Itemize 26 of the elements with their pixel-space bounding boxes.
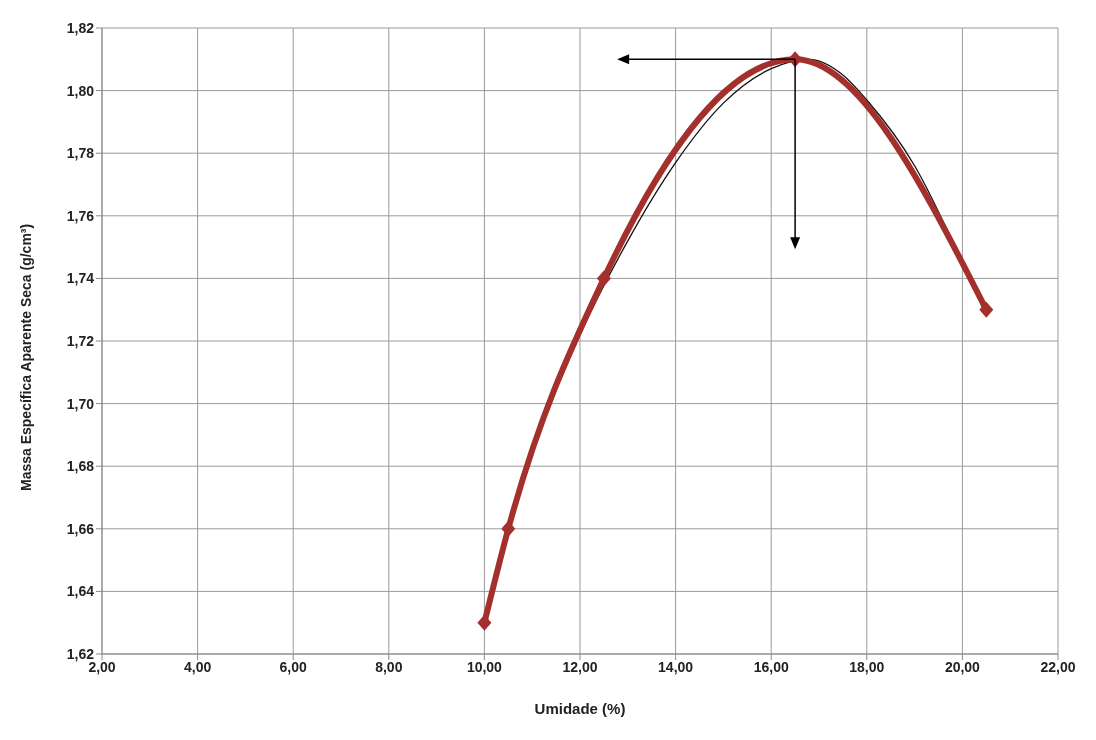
point: [501, 520, 516, 537]
y-tick-label: 1,74: [66, 270, 95, 287]
y-tick-label: 1,66: [66, 520, 95, 537]
x-tick-label: 16,00: [753, 658, 789, 675]
x-tick-label: 20,00: [944, 658, 981, 675]
y-tick-label: 1,68: [66, 458, 95, 475]
x-tick-label: 8,00: [375, 658, 403, 675]
point: [979, 301, 994, 318]
x-axis-title: Umidade (%): [534, 700, 626, 717]
y-tick-label: 1,64: [66, 583, 95, 600]
y-axis-title: Massa Específica Aparente Seca (g/cm³): [17, 223, 34, 491]
point: [596, 270, 611, 287]
x-tick-label: 14,00: [658, 658, 694, 675]
x-tick-label: 6,00: [279, 658, 308, 675]
y-tick-label: 1,72: [66, 332, 95, 349]
x-tick-label: 12,00: [562, 658, 598, 675]
x-tick-label: 18,00: [849, 658, 885, 675]
y-tick-label: 1,70: [66, 395, 95, 412]
y-tick-label: 1,76: [66, 207, 95, 224]
y-tick-label: 1,82: [66, 19, 95, 36]
y-tick-label: 1,80: [66, 82, 95, 99]
x-tick-label: 10,00: [466, 658, 503, 675]
x-tick-label: 4,00: [183, 658, 212, 675]
point: [477, 614, 492, 631]
x-tick-label: 22,00: [1040, 658, 1076, 675]
y-tick-label: 1,78: [66, 145, 95, 162]
